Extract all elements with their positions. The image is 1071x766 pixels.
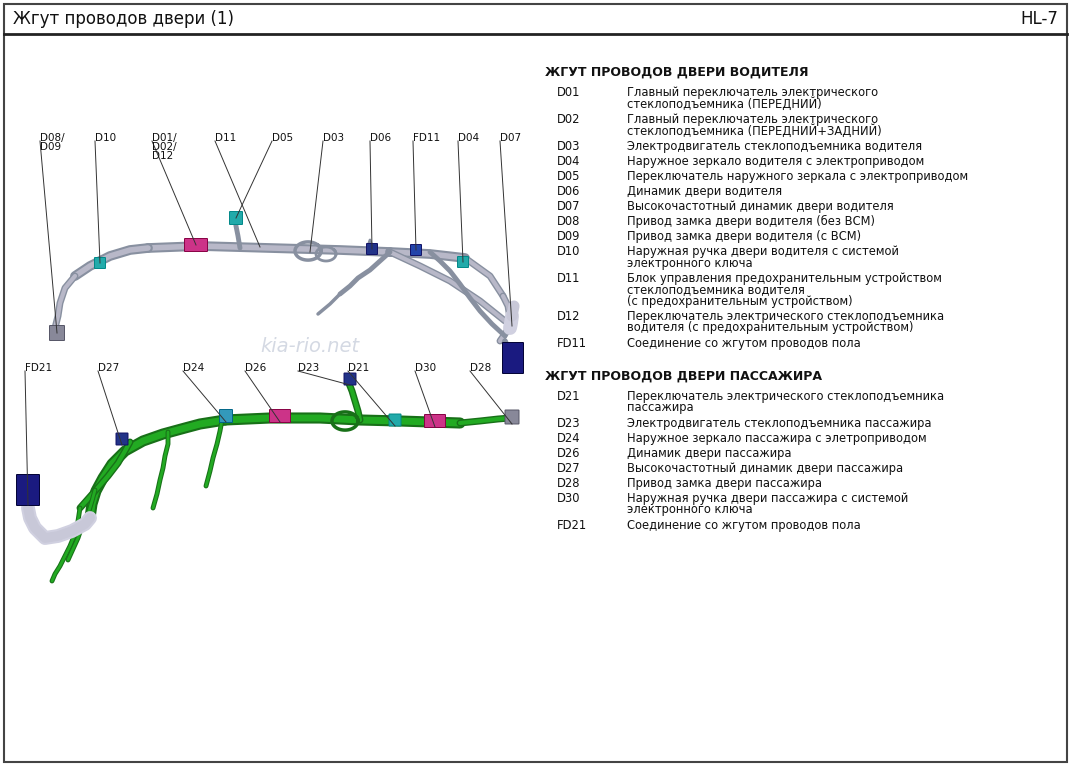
Text: электронного ключа: электронного ключа [627,503,753,516]
FancyBboxPatch shape [220,410,232,423]
Text: D26: D26 [557,447,580,460]
Text: (с предохранительным устройством): (с предохранительным устройством) [627,295,853,308]
Text: стеклоподъемника водителя: стеклоподъемника водителя [627,283,805,296]
FancyBboxPatch shape [94,257,106,269]
Text: D10: D10 [95,133,116,143]
FancyBboxPatch shape [16,474,40,506]
Text: D03: D03 [557,140,580,153]
Text: D30: D30 [557,492,580,505]
Text: стеклоподъемника (ПЕРЕДНИЙ+ЗАДНИЙ): стеклоподъемника (ПЕРЕДНИЙ+ЗАДНИЙ) [627,125,881,138]
Text: D10: D10 [557,245,580,258]
Text: D05: D05 [272,133,293,143]
Text: D12: D12 [557,310,580,323]
Text: FD21: FD21 [557,519,587,532]
FancyBboxPatch shape [389,414,401,426]
Text: D21: D21 [557,390,580,403]
Text: FD11: FD11 [557,337,587,350]
Text: водителя (с предохранительным устройством): водителя (с предохранительным устройство… [627,322,914,335]
FancyBboxPatch shape [270,410,290,423]
Text: D05: D05 [557,170,580,183]
Text: D06: D06 [557,185,580,198]
Text: Переключатель электрического стеклоподъемника: Переключатель электрического стеклоподъе… [627,390,945,403]
Text: FD21: FD21 [25,363,52,373]
Text: D24: D24 [557,432,580,445]
Text: Жгут проводов двери (1): Жгут проводов двери (1) [13,10,233,28]
Text: HL-7: HL-7 [1020,10,1058,28]
FancyBboxPatch shape [502,342,524,374]
Text: D27: D27 [99,363,119,373]
Text: D23: D23 [298,363,319,373]
Text: Наружное зеркало пассажира с элетроприводом: Наружное зеркало пассажира с элетроприво… [627,432,926,445]
FancyBboxPatch shape [506,410,519,424]
Text: пассажира: пассажира [627,401,694,414]
Text: Привод замка двери пассажира: Привод замка двери пассажира [627,477,823,490]
FancyBboxPatch shape [184,238,208,251]
Text: ЖГУТ ПРОВОДОВ ДВЕРИ ВОДИТЕЛЯ: ЖГУТ ПРОВОДОВ ДВЕРИ ВОДИТЕЛЯ [545,66,809,79]
Text: D28: D28 [557,477,580,490]
Text: D11: D11 [557,272,580,285]
Text: Высокочастотный динамик двери водителя: Высокочастотный динамик двери водителя [627,200,894,213]
Text: D23: D23 [557,417,580,430]
Text: D21: D21 [348,363,369,373]
Text: D08: D08 [557,215,580,228]
FancyBboxPatch shape [424,414,446,427]
Text: kia-rio.net: kia-rio.net [260,336,360,355]
Text: электронного ключа: электронного ключа [627,257,753,270]
FancyBboxPatch shape [49,326,64,341]
FancyBboxPatch shape [457,257,468,267]
Text: D30: D30 [414,363,436,373]
Text: D27: D27 [557,462,580,475]
Text: D11: D11 [215,133,237,143]
Text: D01: D01 [557,86,580,99]
Text: Соединение со жгутом проводов пола: Соединение со жгутом проводов пола [627,337,861,350]
Text: Блок управления предохранительным устройством: Блок управления предохранительным устрой… [627,272,941,285]
Text: Наружная ручка двери пассажира с системой: Наружная ручка двери пассажира с системо… [627,492,908,505]
FancyBboxPatch shape [410,244,422,256]
Text: D26: D26 [245,363,267,373]
FancyBboxPatch shape [229,211,242,224]
Text: Привод замка двери водителя (с ВСМ): Привод замка двери водителя (с ВСМ) [627,230,861,243]
FancyBboxPatch shape [366,244,377,254]
Text: D02: D02 [557,113,580,126]
Text: D09: D09 [40,142,61,152]
Text: Электродвигатель стеклоподъемника водителя: Электродвигатель стеклоподъемника водите… [627,140,922,153]
Text: D09: D09 [557,230,580,243]
Text: Переключатель электрического стеклоподъемника: Переключатель электрического стеклоподъе… [627,310,945,323]
Text: D07: D07 [500,133,522,143]
Text: D12: D12 [152,151,174,161]
Text: Главный переключатель электрического: Главный переключатель электрического [627,113,878,126]
Text: Высокочастотный динамик двери пассажира: Высокочастотный динамик двери пассажира [627,462,903,475]
Text: Электродвигатель стеклоподъемника пассажира: Электродвигатель стеклоподъемника пассаж… [627,417,932,430]
Text: D04: D04 [458,133,479,143]
Text: D01/: D01/ [152,133,177,143]
Text: D24: D24 [183,363,205,373]
Text: D03: D03 [323,133,344,143]
Text: Привод замка двери водителя (без ВСМ): Привод замка двери водителя (без ВСМ) [627,215,875,228]
Text: стеклоподъемника (ПЕРЕДНИЙ): стеклоподъемника (ПЕРЕДНИЙ) [627,97,821,111]
Text: FD11: FD11 [413,133,440,143]
Text: D07: D07 [557,200,580,213]
Text: ЖГУТ ПРОВОДОВ ДВЕРИ ПАССАЖИРА: ЖГУТ ПРОВОДОВ ДВЕРИ ПАССАЖИРА [545,370,823,383]
FancyBboxPatch shape [344,373,356,385]
Text: D04: D04 [557,155,580,168]
Text: D08/: D08/ [40,133,64,143]
Text: D06: D06 [369,133,391,143]
Text: Динамик двери водителя: Динамик двери водителя [627,185,782,198]
Text: Соединение со жгутом проводов пола: Соединение со жгутом проводов пола [627,519,861,532]
Text: Переключатель наружного зеркала с электроприводом: Переключатель наружного зеркала с электр… [627,170,968,183]
Text: Главный переключатель электрического: Главный переключатель электрического [627,86,878,99]
Text: Наружное зеркало водителя с электроприводом: Наружное зеркало водителя с электроприво… [627,155,924,168]
Text: Наружная ручка двери водителя с системой: Наружная ручка двери водителя с системой [627,245,899,258]
Text: D28: D28 [470,363,492,373]
Text: D02/: D02/ [152,142,177,152]
FancyBboxPatch shape [116,433,129,445]
Text: Динамик двери пассажира: Динамик двери пассажира [627,447,791,460]
